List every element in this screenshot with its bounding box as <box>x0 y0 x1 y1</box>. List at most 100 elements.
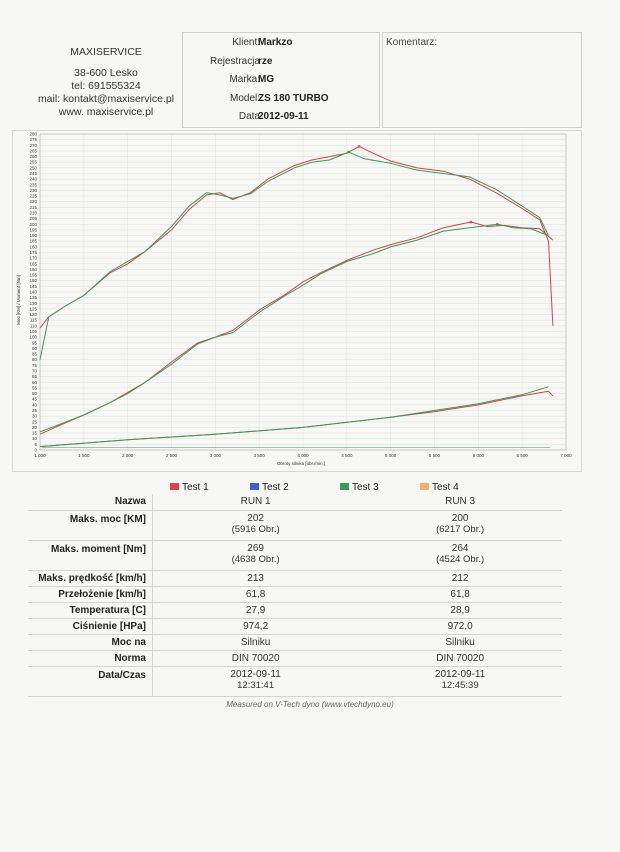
vehicle-row: Klient: Markzo <box>160 37 292 52</box>
peak-marker <box>469 220 473 224</box>
x-tick-label: 2 000 <box>122 453 134 458</box>
results-value: 974,2 <box>243 620 269 632</box>
results-row-label: Data/Czas <box>28 666 153 697</box>
y-tick-label: 275 <box>29 137 37 142</box>
results-value: DIN 70020 <box>231 652 280 664</box>
results-run3-cell: 200 (6217 Obr.) <box>358 510 562 541</box>
results-run1-cell: Silniku <box>152 634 359 651</box>
results-value: 2012-09-11 <box>434 668 486 680</box>
results-value: 213 <box>247 572 264 584</box>
results-row-label: Temperatura [C] <box>28 602 153 619</box>
x-tick-label: 3 500 <box>254 453 266 458</box>
x-axis-title: Obroty silnika [obr./min.] <box>277 461 325 466</box>
vehicle-row-label: Klient: <box>232 37 260 48</box>
y-axis-title: Moc [KM] / Moment [Nm] <box>16 275 21 325</box>
y-tick-label: 175 <box>29 250 37 255</box>
results-row-label: Maks. moc [KM] <box>28 510 153 541</box>
y-tick-label: 90 <box>32 346 38 351</box>
chart-frame <box>12 130 582 472</box>
results-value: DIN 70020 <box>436 652 485 664</box>
y-tick-label: 135 <box>29 295 37 300</box>
legend-swatch <box>170 483 179 490</box>
results-run3-cell: DIN 70020 <box>358 650 562 667</box>
y-tick-label: 10 <box>32 436 38 441</box>
y-tick-label: 120 <box>29 312 37 317</box>
y-tick-label: 170 <box>29 256 37 261</box>
vehicle-row-value: MG <box>258 74 275 85</box>
vehicle-row-label: Marka: <box>229 74 260 85</box>
y-tick-label: 85 <box>32 352 38 357</box>
x-tick-label: 5 000 <box>385 453 397 458</box>
results-row: Temperatura [C] 27,9 28,9 <box>28 602 562 619</box>
series-line-power <box>39 221 554 435</box>
vehicle-row-label: Data <box>238 111 260 122</box>
vehicle-row-label: Rejestracja <box>209 55 260 67</box>
y-tick-label: 265 <box>29 148 37 153</box>
results-row: Moc na Silniku Silniku <box>28 634 562 651</box>
y-tick-label: 80 <box>32 357 38 362</box>
results-subvalue: 12:31:41 <box>237 679 275 691</box>
y-tick-label: 225 <box>29 194 37 199</box>
y-tick-label: 25 <box>32 419 38 424</box>
comment-box <box>382 32 582 128</box>
y-tick-label: 115 <box>30 318 38 323</box>
results-run1-cell: 213 <box>152 570 359 587</box>
y-tick-label: 230 <box>29 188 37 193</box>
legend-label: Test 1 <box>182 482 209 493</box>
vehicle-box <box>182 32 380 128</box>
results-row-label: Moc na <box>28 634 153 651</box>
results-row-label: Ciśnienie [HPa] <box>28 618 153 635</box>
y-tick-label: 105 <box>29 329 37 334</box>
vehicle-row: Data 2012-09-11 <box>160 111 309 126</box>
results-value: 200 <box>451 512 469 524</box>
results-row: Ciśnienie [HPa] 974,2 972,0 <box>28 618 562 635</box>
results-value: 27,9 <box>245 604 266 616</box>
results-subvalue: (4524 Obr.) <box>436 553 485 565</box>
x-tick-label: 1 000 <box>34 453 46 458</box>
y-tick-label: 15 <box>32 431 38 436</box>
vehicle-row: Rejestracja rze <box>160 55 272 71</box>
results-run3-cell: 2012-09-11 12:45:39 <box>358 666 562 697</box>
results-run3-cell: 61,8 <box>358 586 562 603</box>
y-tick-label: 55 <box>32 385 38 390</box>
y-tick-label: 235 <box>29 182 37 187</box>
series-line-torque <box>39 151 549 360</box>
y-tick-label: 35 <box>32 408 38 413</box>
results-run1-cell: 269 (4638 Obr.) <box>152 540 359 571</box>
results-value: 269 <box>247 542 264 554</box>
results-subvalue: (4638 Obr.) <box>231 553 280 565</box>
y-tick-label: 215 <box>29 205 37 210</box>
results-row: Nazwa RUN 1 RUN 3 <box>28 494 562 511</box>
y-tick-label: 150 <box>29 278 37 283</box>
y-tick-label: 125 <box>29 306 37 311</box>
y-tick-label: 195 <box>29 227 37 232</box>
results-run1-cell: 61,8 <box>152 586 359 603</box>
x-tick-label: 3 000 <box>210 453 222 458</box>
results-run1-cell: 2012-09-11 12:31:41 <box>152 666 359 697</box>
results-value: 212 <box>451 572 469 584</box>
y-tick-label: 180 <box>29 244 37 249</box>
results-value: 28,9 <box>450 604 470 616</box>
x-tick-label: 7 000 <box>560 453 572 458</box>
results-run3-cell: 212 <box>358 570 562 587</box>
y-tick-label: 220 <box>29 199 37 204</box>
results-row: Maks. moc [KM] 202 (5916 Obr.) 200 (6217 Obr… <box>28 510 562 541</box>
y-tick-label: 140 <box>29 290 37 295</box>
vehicle-row-value: ZS 180 TURBO <box>258 92 329 104</box>
y-tick-label: 165 <box>29 261 37 266</box>
results-row-label: Nazwa <box>28 494 153 511</box>
vehicle-row-value: Markzo <box>258 37 293 48</box>
y-tick-label: 75 <box>32 363 38 368</box>
y-tick-label: 280 <box>29 132 37 137</box>
results-run1-cell: RUN 1 <box>152 494 359 511</box>
y-tick-label: 260 <box>29 154 37 159</box>
results-row: Przełożenie [km/h] 61,8 61,8 <box>28 586 562 603</box>
legend-swatch <box>250 483 259 490</box>
results-value: 61,8 <box>450 588 470 600</box>
y-tick-label: 95 <box>32 340 38 345</box>
y-tick-label: 240 <box>29 177 37 182</box>
results-row-label: Maks. moment [Nm] <box>28 540 153 571</box>
results-run3-cell: 28,9 <box>358 602 562 619</box>
results-row-label: Maks. prędkość [km/h] <box>28 570 153 587</box>
legend-item: Test 2 <box>250 482 289 493</box>
